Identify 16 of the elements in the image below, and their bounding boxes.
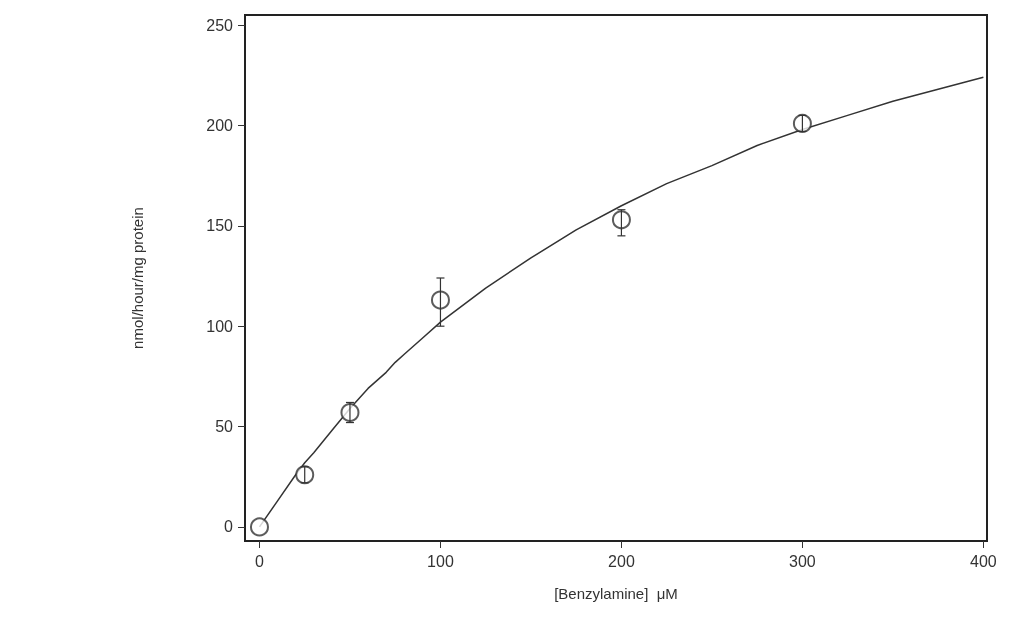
x-tick-label: 0 <box>255 552 265 570</box>
y-tick-label: 250 <box>206 16 234 34</box>
y-tick-label: 150 <box>206 217 234 235</box>
point <box>611 210 631 230</box>
x-tick-label: 400 <box>970 552 997 570</box>
x-tick-label: 300 <box>789 552 816 570</box>
y-tick-label: 100 <box>206 317 234 335</box>
y-tick-label: 200 <box>206 116 234 134</box>
x-tick-label: 200 <box>608 552 635 570</box>
y-tick-label: 0 <box>224 518 234 536</box>
y-tick-label: 50 <box>215 418 234 436</box>
x-tick-label: 100 <box>427 552 454 570</box>
point <box>430 290 450 310</box>
point <box>250 517 269 537</box>
x-axis-title: [Benzylamine] μM <box>554 585 678 602</box>
y-axis-title: nmol/hour/mg protein <box>129 207 146 349</box>
